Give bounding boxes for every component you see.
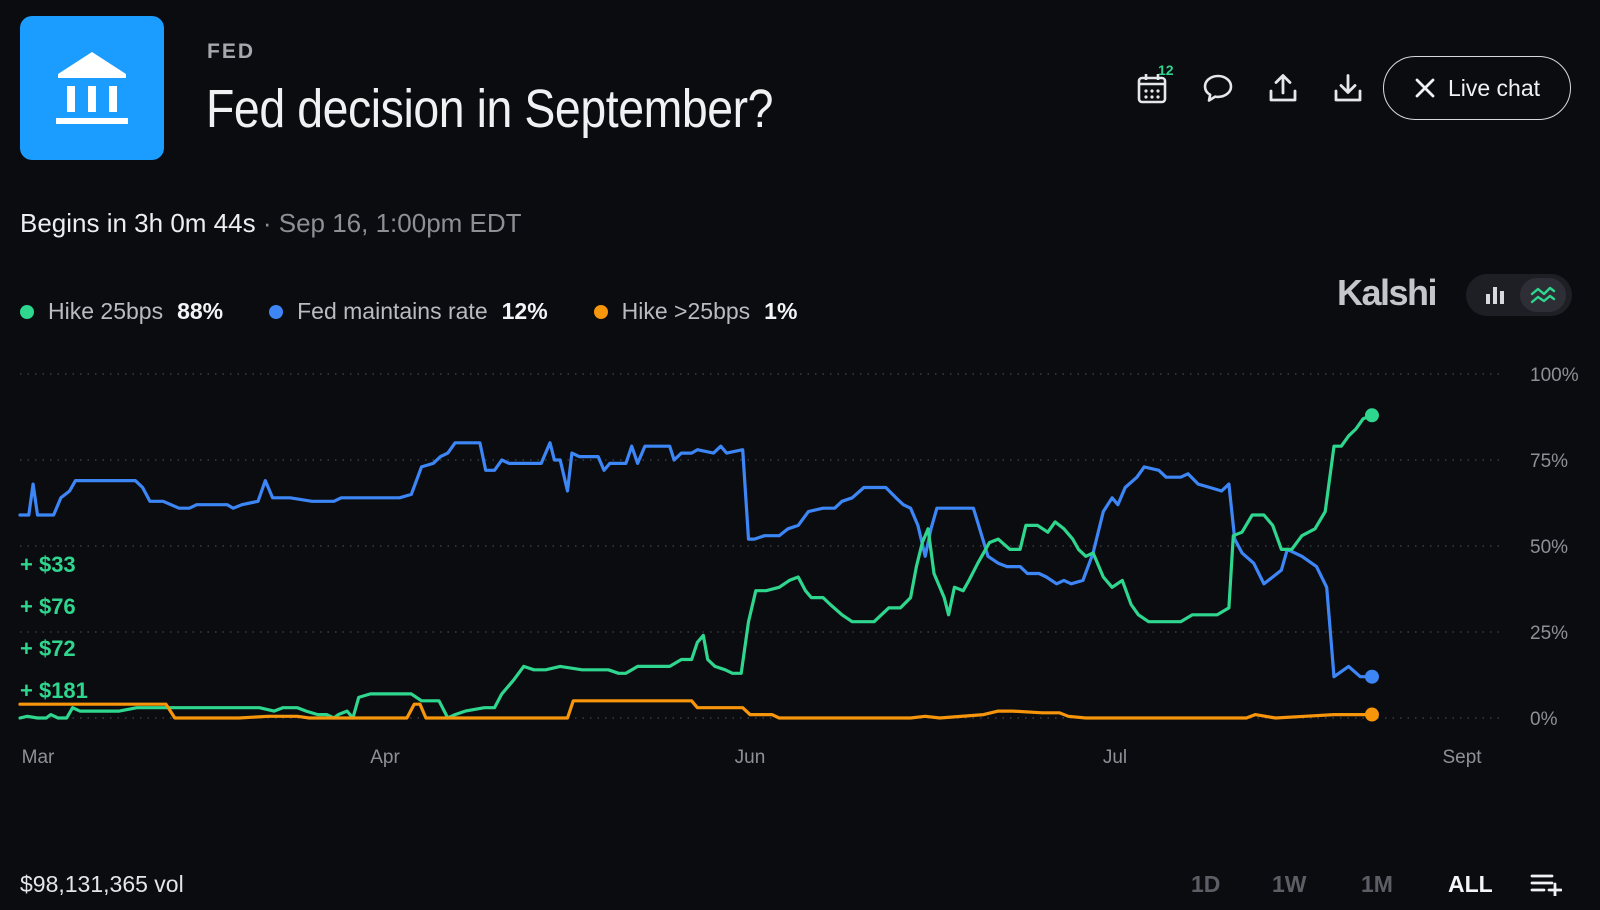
x-tick-label: Mar [22, 747, 55, 768]
chart-view-toggle [1466, 274, 1572, 316]
market-schedule: Begins in 3h 0m 44s · Sep 16, 1:00pm EDT [20, 208, 522, 239]
calendar-button[interactable] [1132, 68, 1172, 108]
legend-item-hike-over-25[interactable]: Hike >25bps 1% [593, 298, 798, 325]
legend-label: Hike 25bps [48, 298, 164, 324]
legend-item-hike-25[interactable]: Hike 25bps 88% [20, 298, 223, 325]
share-upload-icon [1269, 74, 1297, 102]
line-chart-icon [1530, 286, 1556, 304]
range-all-button[interactable]: ALL [1448, 871, 1493, 897]
legend-value: 12% [501, 298, 548, 324]
line-view-button[interactable] [1520, 278, 1566, 312]
calendar-icon [1137, 74, 1167, 104]
countdown-text: Begins in 3h 0m 44s [20, 208, 256, 238]
calendar-badge: 12 [1158, 62, 1174, 78]
legend-label: Hike >25bps [621, 298, 751, 324]
share-button[interactable] [1263, 68, 1303, 108]
legend-item-maintain[interactable]: Fed maintains rate 12% [269, 298, 548, 325]
brand-logo: Kalshi [1337, 272, 1438, 313]
series-line-0[interactable] [18, 441, 1374, 679]
schedule-datetime: Sep 16, 1:00pm EDT [278, 208, 522, 238]
chat-bubble-icon [1203, 74, 1233, 102]
legend-dot [20, 304, 34, 319]
chart-menu-button[interactable] [1530, 872, 1563, 901]
download-icon [1334, 74, 1362, 102]
close-icon [1415, 78, 1435, 98]
y-tick-label: 75% [1530, 451, 1568, 472]
payout-label: + $181 [20, 678, 88, 703]
legend-dot [269, 304, 284, 319]
range-1d-button[interactable]: 1D [1191, 871, 1221, 897]
series-end-dot-1 [1364, 408, 1379, 423]
x-tick-label: Sept [1442, 747, 1482, 768]
download-button[interactable] [1328, 68, 1368, 108]
x-tick-label: Jul [1103, 747, 1127, 768]
y-tick-label: 100% [1530, 365, 1579, 386]
legend-dot [593, 304, 608, 319]
series-end-dot-0 [1364, 669, 1379, 684]
comments-button[interactable] [1198, 68, 1238, 108]
volume-text: $98,131,365 vol [20, 871, 184, 897]
bar-chart-icon [1486, 287, 1504, 304]
chart-legend: Hike 25bps 88% Fed maintains rate 12% Hi… [20, 298, 797, 325]
bar-view-button[interactable] [1472, 278, 1518, 312]
page-title: Fed decision in September? [206, 79, 774, 139]
legend-value: 88% [177, 298, 224, 324]
x-tick-label: Jun [735, 747, 766, 768]
legend-value: 1% [764, 298, 798, 324]
range-1w-button[interactable]: 1W [1272, 871, 1307, 897]
market-logo [20, 16, 164, 160]
schedule-separator: · [262, 208, 272, 238]
live-chat-button[interactable]: Live chat [1383, 56, 1571, 120]
series-line-1[interactable] [18, 413, 1374, 720]
y-tick-label: 25% [1530, 623, 1568, 644]
series-end-dot-2 [1364, 707, 1379, 722]
live-chat-label: Live chat [1447, 74, 1541, 101]
playlist-add-icon [1530, 874, 1563, 898]
price-history-chart[interactable]: 100% 75% 50% 25% 0% + $33 + $76 + $72 + $181 Ma… [0, 340, 1600, 780]
range-1m-button[interactable]: 1M [1361, 871, 1393, 897]
payout-label: + $72 [20, 636, 76, 661]
y-tick-label: 50% [1530, 537, 1568, 558]
payout-label: + $33 [20, 552, 76, 577]
legend-label: Fed maintains rate [297, 298, 488, 324]
bank-building-icon [56, 52, 128, 124]
y-tick-label: 0% [1530, 709, 1558, 730]
x-tick-label: Apr [370, 747, 400, 768]
payout-label: + $76 [20, 594, 76, 619]
market-category[interactable]: FED [207, 40, 255, 63]
series-line-2[interactable] [18, 699, 1374, 720]
